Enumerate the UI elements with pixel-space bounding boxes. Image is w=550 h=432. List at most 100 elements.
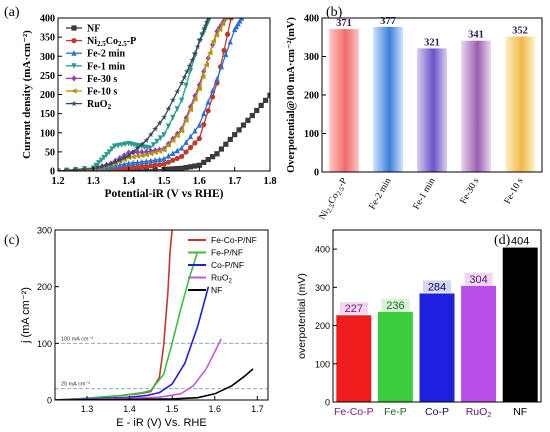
legend-label: RuO2 <box>87 99 112 111</box>
x-axis-label: E - iR (V) Vs. RHE <box>116 417 206 429</box>
legend-entry-nf: NF <box>188 285 222 295</box>
bar-nf: 404 NF <box>502 234 538 418</box>
y-tick-label: 100 <box>37 339 52 349</box>
data-point <box>165 166 172 171</box>
x-tick-label: 1.7 <box>251 404 264 414</box>
x-tick-label: 1.6 <box>208 404 221 414</box>
data-point <box>201 110 207 117</box>
data-point <box>187 164 194 170</box>
data-point <box>206 18 211 21</box>
x-tick-label: 1.6 <box>193 176 206 187</box>
data-point <box>117 162 123 168</box>
bar-fe-10-s: 352 Fe-10 s <box>503 25 535 206</box>
bar-co-p: 284 Co-P <box>419 280 455 418</box>
data-point <box>213 32 220 38</box>
bar-value-label: 352 <box>512 25 528 36</box>
data-point <box>160 147 167 153</box>
data-point <box>99 163 106 169</box>
legend-label: Fe-P/NF <box>211 248 243 258</box>
y-tick-label: 200 <box>304 91 319 102</box>
data-point <box>93 162 99 169</box>
data-point <box>201 122 207 128</box>
legend-entry-fe-1-min: Fe-1 min <box>66 61 125 72</box>
data-point <box>196 81 202 89</box>
data-point <box>216 26 223 33</box>
data-point <box>119 142 125 148</box>
data-point <box>179 165 185 171</box>
panel-c-lsv-chart: 100 mA cm⁻² 20 mA cm⁻² 1.3 1.4 1.5 1.6 1.7 0 100… <box>4 226 269 429</box>
legend-entry-fe-co-p-nf: Fe-Co-P/NF <box>188 235 257 245</box>
data-point <box>130 159 136 166</box>
data-point <box>148 157 154 164</box>
y-tick-label: 0 <box>50 167 55 178</box>
data-point <box>94 164 101 171</box>
bar-fe-co-p: 227 Fe-Co-P <box>334 302 374 418</box>
legend-marker <box>71 63 77 69</box>
data-point <box>245 117 251 123</box>
x-tick-label: 1.2 <box>51 176 64 187</box>
data-point <box>107 160 115 167</box>
bar-value-label: 404 <box>511 236 529 248</box>
bar-value-label-bg <box>506 234 535 247</box>
data-point <box>203 62 209 68</box>
panel-label: (d) <box>494 233 511 248</box>
data-point <box>174 88 181 95</box>
data-point <box>196 135 202 142</box>
data-point <box>232 132 238 138</box>
legend-marker <box>70 88 77 94</box>
panel-a-lsv-chart: 1.2 1.3 1.4 1.5 1.6 1.7 1.8 0 50 100 150 200 250 300 3… <box>4 5 277 200</box>
legend-entry-ni2-5co2-5-p: Ni2.5Co2.5-P <box>66 36 136 48</box>
x-tick-label: 1.4 <box>122 176 136 187</box>
data-point <box>134 144 141 151</box>
data-point <box>186 62 193 69</box>
category-label: Fe-2 min <box>368 176 394 211</box>
data-point <box>143 152 149 158</box>
data-point <box>227 38 233 45</box>
data-point <box>228 18 234 21</box>
data-point <box>239 18 245 21</box>
y-tick-label: 100 <box>304 129 319 140</box>
plot-frame <box>54 229 269 401</box>
data-point <box>96 160 102 166</box>
bar-value-label-bg <box>423 280 451 293</box>
data-point <box>147 151 154 157</box>
data-point <box>206 50 213 56</box>
data-point <box>161 161 167 167</box>
data-point <box>199 30 206 36</box>
data-point <box>194 43 201 50</box>
data-point <box>196 162 202 168</box>
data-point <box>191 50 198 56</box>
category-label: Fe-1 min <box>412 176 438 211</box>
data-point <box>152 156 158 163</box>
y-tick-label: 400 <box>304 14 319 25</box>
data-point <box>116 156 123 163</box>
bar <box>461 285 497 402</box>
bar-value-label: 321 <box>424 37 440 48</box>
legend-label: Fe-30 s <box>87 74 117 85</box>
data-point <box>115 142 121 149</box>
data-point <box>169 97 176 103</box>
data-point <box>156 119 163 126</box>
data-point <box>156 156 163 163</box>
data-point <box>138 141 145 147</box>
bar-fe-p: 236 Fe-P <box>377 298 413 418</box>
x-tick-label: 1.8 <box>263 176 276 187</box>
series-fe-30-s <box>58 18 229 171</box>
category-label: RuO2 <box>466 406 492 419</box>
y-tick-label: 300 <box>304 52 319 63</box>
category-label: Fe-10 s <box>503 176 526 206</box>
y-tick-label: 50 <box>45 147 55 158</box>
data-point <box>106 149 112 155</box>
data-point <box>174 166 180 171</box>
data-point <box>174 147 180 154</box>
data-point <box>161 155 167 162</box>
data-point <box>139 158 145 165</box>
data-point <box>218 63 225 70</box>
data-point <box>103 152 110 158</box>
data-point <box>249 112 255 119</box>
data-point <box>187 107 194 113</box>
data-point <box>157 135 164 142</box>
legend-marker <box>71 25 77 31</box>
bar-value-label-bg <box>339 302 368 315</box>
data-point <box>178 79 185 86</box>
